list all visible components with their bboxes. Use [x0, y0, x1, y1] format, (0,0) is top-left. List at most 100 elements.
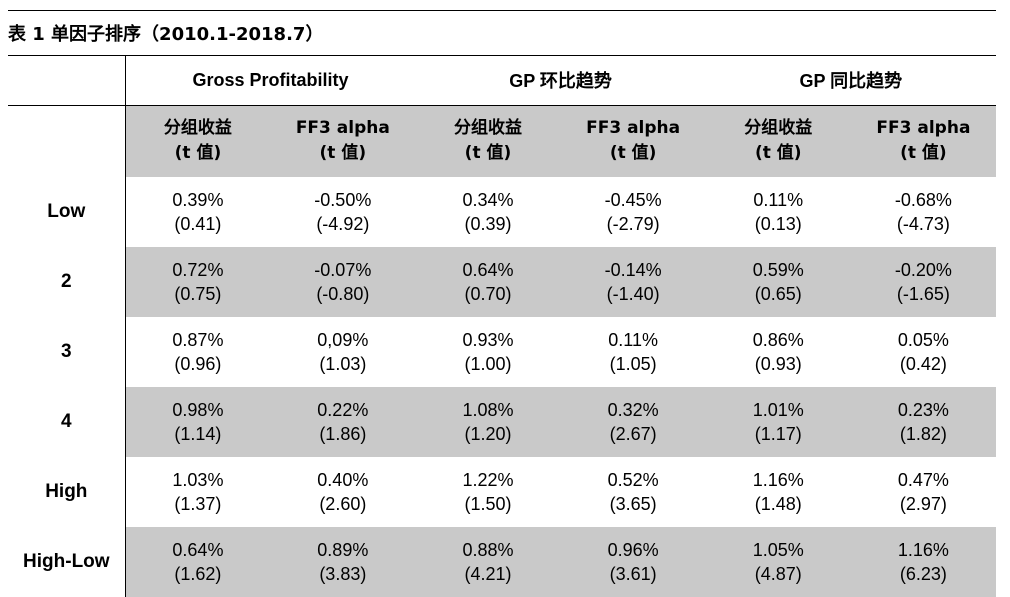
cell-t-value: (1.03)	[319, 354, 367, 374]
data-cell: 0.86% (0.93)	[706, 317, 851, 387]
cell-return-value: 1.05%	[752, 540, 804, 560]
cell-return-value: 0.47%	[897, 470, 949, 490]
data-cell: 0.88% (4.21)	[415, 527, 560, 597]
cell-return-value: -0.20%	[894, 260, 952, 280]
cell-return-value: 0.64%	[462, 260, 514, 280]
table-row: 3 0.87% (0.96) 0,09% (1.03) 0.93% (1.00) 0.11% (…	[8, 317, 996, 387]
cell-return-value: -0.14%	[604, 260, 662, 280]
cell-t-value: (1.37)	[174, 494, 222, 514]
row-label: 3	[8, 317, 126, 387]
data-cell: 0.34% (0.39)	[415, 177, 560, 247]
table-row: High 1.03% (1.37) 0.40% (2.60) 1.22% (1.50) 0.5…	[8, 457, 996, 527]
cell-t-value: (0.75)	[174, 284, 222, 304]
data-cell: 1.05% (4.87)	[706, 527, 851, 597]
cell-return-value: 0.40%	[317, 470, 369, 490]
row-label: High-Low	[8, 527, 126, 597]
cell-t-value: (1.50)	[464, 494, 512, 514]
row-label: High	[8, 457, 126, 527]
subheader-cell: FF3 alpha (t 值)	[851, 105, 996, 177]
cell-t-value: (1.14)	[174, 424, 222, 444]
data-cell: 0.22% (1.86)	[270, 387, 415, 457]
data-cell: -0.07% (-0.80)	[270, 247, 415, 317]
cell-t-value: (3.61)	[609, 564, 657, 584]
cell-return-value: 0.32%	[607, 400, 659, 420]
cell-return-value: 0.93%	[462, 330, 514, 350]
cell-return-value: 0,09%	[317, 330, 369, 350]
cell-return-value: 0.52%	[607, 470, 659, 490]
cell-t-value: (-0.80)	[316, 284, 370, 304]
cell-return-value: 0.72%	[172, 260, 224, 280]
data-cell: 0.96% (3.61)	[561, 527, 706, 597]
data-cell: 0.40% (2.60)	[270, 457, 415, 527]
cell-t-value: (3.65)	[609, 494, 657, 514]
cell-return-value: 0.98%	[172, 400, 224, 420]
group-header: GP 环比趋势	[415, 56, 706, 106]
cell-t-value: (3.83)	[319, 564, 367, 584]
subheader-line: 分组收益	[163, 118, 232, 139]
cell-t-value: (1.05)	[609, 354, 657, 374]
cell-return-value: 0.87%	[172, 330, 224, 350]
row-label: 2	[8, 247, 126, 317]
top-rule	[8, 10, 996, 11]
cell-t-value: (0.93)	[754, 354, 802, 374]
cell-t-value: (0.65)	[754, 284, 802, 304]
caption-rule	[8, 55, 996, 56]
row-label: Low	[8, 177, 126, 247]
cell-t-value: (-1.65)	[896, 284, 950, 304]
data-cell: 0.72% (0.75)	[125, 247, 270, 317]
cell-return-value: 0.64%	[172, 540, 224, 560]
cell-t-value: (4.87)	[754, 564, 802, 584]
cell-t-value: (0.42)	[899, 354, 947, 374]
corner-cell	[8, 56, 126, 106]
data-cell: 0.89% (3.83)	[270, 527, 415, 597]
data-cell: 1.03% (1.37)	[125, 457, 270, 527]
data-cell: -0.20% (-1.65)	[851, 247, 996, 317]
subheader-line: (t 值)	[900, 143, 947, 164]
cell-t-value: (-4.73)	[896, 214, 950, 234]
cell-t-value: (-2.79)	[606, 214, 660, 234]
subheader-cell: FF3 alpha (t 值)	[561, 105, 706, 177]
subheader-line: FF3 alpha	[295, 118, 390, 139]
data-cell: -0.68% (-4.73)	[851, 177, 996, 247]
cell-return-value: 0.96%	[607, 540, 659, 560]
subheader-line: FF3 alpha	[876, 118, 971, 139]
cell-t-value: (-1.40)	[606, 284, 660, 304]
data-cell: 0.32% (2.67)	[561, 387, 706, 457]
data-cell: 0.47% (2.97)	[851, 457, 996, 527]
data-cell: 1.01% (1.17)	[706, 387, 851, 457]
cell-return-value: 0.05%	[897, 330, 949, 350]
cell-t-value: (0.13)	[754, 214, 802, 234]
data-cell: 0.52% (3.65)	[561, 457, 706, 527]
cell-t-value: (-4.92)	[316, 214, 370, 234]
data-cell: -0.45% (-2.79)	[561, 177, 706, 247]
cell-return-value: 1.16%	[752, 470, 804, 490]
data-cell: 0.64% (0.70)	[415, 247, 560, 317]
subheader-line: 分组收益	[744, 118, 813, 139]
table-row: High-Low 0.64% (1.62) 0.89% (3.83) 0.88% (4.21…	[8, 527, 996, 597]
subheader-line: FF3 alpha	[586, 118, 681, 139]
subheader-line: (t 值)	[464, 143, 512, 164]
cell-t-value: (6.23)	[899, 564, 947, 584]
data-cell: 0.59% (0.65)	[706, 247, 851, 317]
subheader-line: (t 值)	[754, 143, 802, 164]
subheader-line: (t 值)	[319, 143, 367, 164]
table-row: Low 0.39% (0.41) -0.50% (-4.92) 0.34% (0.39) -0…	[8, 177, 996, 247]
cell-t-value: (0.41)	[174, 214, 222, 234]
data-cell: 0.87% (0.96)	[125, 317, 270, 387]
cell-return-value: 1.16%	[897, 540, 949, 560]
data-cell: -0.14% (-1.40)	[561, 247, 706, 317]
cell-t-value: (0.96)	[174, 354, 222, 374]
cell-return-value: -0.45%	[604, 190, 662, 210]
cell-t-value: (1.86)	[319, 424, 367, 444]
subheader-corner-cell	[8, 105, 126, 177]
data-cell: 1.08% (1.20)	[415, 387, 560, 457]
table-caption: 表 1 单因子排序（2010.1-2018.7）	[8, 24, 324, 45]
data-cell: -0.50% (-4.92)	[270, 177, 415, 247]
cell-return-value: 0.86%	[752, 330, 804, 350]
cell-return-value: 0.34%	[462, 190, 514, 210]
data-cell: 0.93% (1.00)	[415, 317, 560, 387]
cell-return-value: -0.07%	[314, 260, 372, 280]
cell-return-value: -0.50%	[314, 190, 372, 210]
subheader-cell: 分组收益 (t 值)	[706, 105, 851, 177]
group-header: GP 同比趋势	[705, 56, 996, 106]
